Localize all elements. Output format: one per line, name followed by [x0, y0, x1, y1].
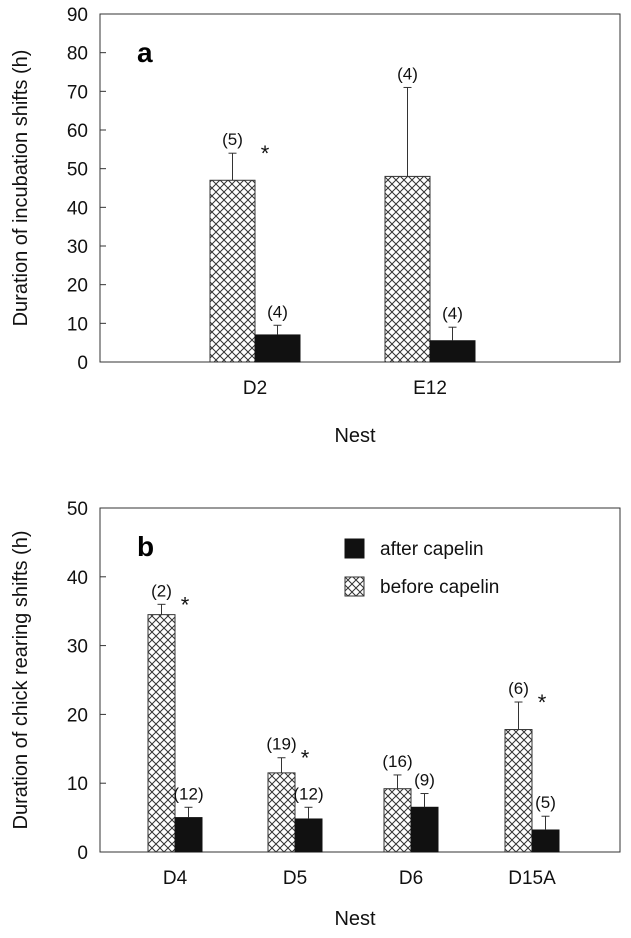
y-tick-label: 0 — [77, 353, 88, 374]
bars-b: (2) * (19) * (16) (6) * (12) (12) (9) (5) — [147, 581, 560, 853]
bar-before-D6 — [383, 788, 412, 853]
y-axis-b: 0 10 20 30 40 50 — [67, 499, 106, 864]
bar-before-E12 — [384, 175, 431, 363]
sample-size-label: (6) — [508, 679, 529, 698]
plot-frame-b — [99, 507, 621, 853]
bar-before-D15A — [504, 729, 533, 853]
x-axis-b: D4 D5 D6 D15A — [163, 846, 556, 889]
y-tick-label: 80 — [67, 44, 88, 65]
y-axis-a: 0 10 20 30 40 50 60 70 80 90 — [67, 5, 106, 374]
y-axis-title-a: Duration of incubation shifts (h) — [10, 50, 32, 327]
x-axis-title-a: Nest — [334, 425, 376, 447]
y-tick-label: 0 — [77, 843, 88, 864]
sample-size-label: (9) — [414, 771, 435, 790]
legend-label-before: before capelin — [380, 577, 499, 598]
sample-size-label: (12) — [173, 784, 203, 803]
panel-letter-b: b — [137, 531, 154, 562]
y-tick-label: 10 — [67, 774, 88, 795]
legend-label-after: after capelin — [380, 539, 484, 560]
y-tick-label: 30 — [67, 637, 88, 658]
legend-swatch-before — [344, 576, 365, 597]
y-tick-label: 30 — [67, 237, 88, 258]
panel-b: b 0 10 20 30 40 50 D4 D5 D6 D15A (2) * (19) * (16) (6… — [10, 499, 621, 930]
y-tick-label: 70 — [67, 82, 88, 103]
significance-asterisk: * — [181, 592, 190, 617]
sample-size-label: (4) — [442, 304, 463, 323]
y-tick-label: 20 — [67, 276, 88, 297]
y-tick-label: 60 — [67, 121, 88, 142]
sample-size-label: (4) — [267, 302, 288, 321]
x-tick-label: E12 — [413, 378, 447, 399]
bar-after-E12 — [429, 340, 476, 363]
legend-swatch-after — [344, 538, 365, 559]
bar-before-D5 — [267, 772, 296, 853]
sample-size-label: (4) — [397, 64, 418, 83]
bars-a: (5) * (4) (4) (4) — [209, 64, 476, 363]
significance-asterisk: * — [261, 141, 270, 166]
bar-after-D2 — [254, 334, 301, 363]
y-tick-label: 40 — [67, 568, 88, 589]
bar-after-D5 — [294, 818, 323, 853]
y-tick-label: 50 — [67, 499, 88, 520]
bar-before-D2 — [209, 179, 256, 363]
bar-before-D4 — [147, 614, 176, 853]
panel-a: a 0 10 20 30 40 50 60 70 80 90 D2 E12 (5) * (4) (4) (4… — [10, 5, 621, 447]
x-tick-label: D5 — [283, 868, 307, 889]
sample-size-label: (2) — [151, 581, 172, 600]
bar-after-D6 — [410, 806, 439, 853]
legend: after capelin before capelin — [344, 538, 499, 598]
y-axis-title-b: Duration of chick rearing shifts (h) — [10, 530, 32, 829]
y-tick-label: 90 — [67, 5, 88, 26]
significance-asterisk: * — [538, 690, 547, 715]
y-tick-label: 20 — [67, 705, 88, 726]
y-tick-label: 10 — [67, 314, 88, 335]
x-axis-a: D2 E12 — [243, 356, 447, 399]
significance-asterisk: * — [301, 746, 310, 771]
bar-after-D4 — [174, 817, 203, 853]
sample-size-label: (5) — [535, 793, 556, 812]
x-tick-label: D15A — [508, 868, 556, 889]
x-tick-label: D2 — [243, 378, 267, 399]
sample-size-label: (12) — [293, 784, 323, 803]
sample-size-label: (5) — [222, 130, 243, 149]
x-tick-label: D4 — [163, 868, 188, 889]
sample-size-label: (19) — [266, 735, 296, 754]
x-tick-label: D6 — [399, 868, 423, 889]
y-tick-label: 50 — [67, 160, 88, 181]
x-axis-title-b: Nest — [334, 908, 376, 930]
plot-frame-a — [99, 13, 621, 363]
sample-size-label: (16) — [382, 752, 412, 771]
bar-after-D15A — [531, 829, 560, 853]
y-tick-label: 40 — [67, 198, 88, 219]
panel-letter-a: a — [137, 37, 153, 68]
